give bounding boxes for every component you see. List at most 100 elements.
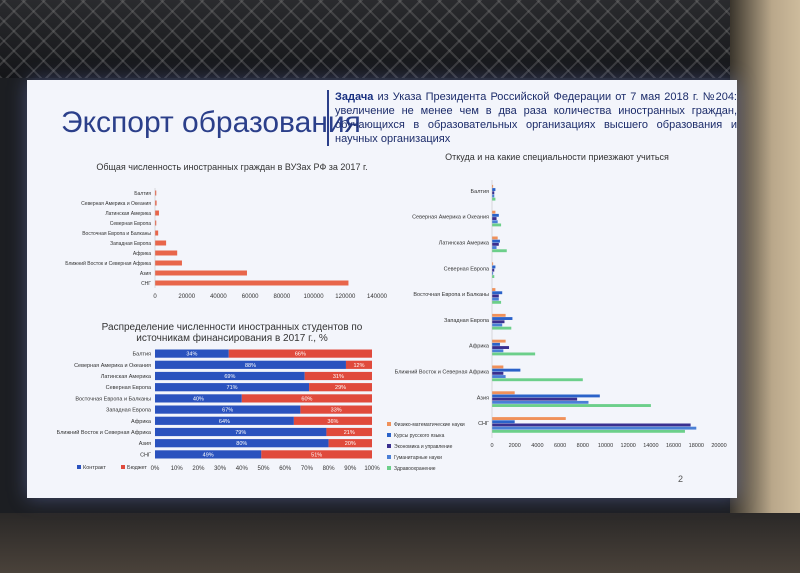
bar (492, 352, 536, 356)
stacked-bar-segment (300, 405, 372, 414)
x-tick-label: 16000 (666, 443, 681, 449)
data-label: 64% (219, 419, 230, 425)
bar (155, 260, 182, 266)
x-tick-label: 0% (151, 466, 160, 472)
category-label: СНГ (141, 281, 151, 287)
category-label: Западная Европа (106, 408, 152, 414)
bar (492, 394, 600, 398)
x-tick-label: 20000 (711, 443, 726, 449)
category-label: Северная Европа (110, 221, 151, 227)
stage-truss (0, 0, 800, 78)
bar (492, 320, 505, 324)
category-label: Азия (139, 441, 151, 447)
bar (155, 220, 157, 226)
bar (492, 368, 521, 372)
bar (492, 242, 499, 246)
bar (492, 397, 578, 401)
x-tick-label: 30% (214, 466, 227, 472)
bar (155, 270, 247, 276)
stacked-bar-segment (155, 349, 229, 358)
x-tick-label: 0 (153, 294, 157, 300)
bar (492, 423, 691, 427)
category-label: Латинская Америка (439, 241, 490, 247)
x-tick-label: 2000 (509, 443, 521, 449)
category-label: Восточная Европа и Балканы (413, 292, 489, 298)
stacked-bar-segment (155, 360, 346, 369)
category-label: Северная Европа (444, 266, 490, 272)
legend-swatch (387, 433, 391, 437)
category-label: Ближний Восток и Северная Африка (395, 369, 490, 376)
category-label: Азия (477, 395, 489, 401)
chart-specialities: Балтия Северная Америка и Океания Латинска… (387, 180, 727, 472)
bar (492, 268, 495, 272)
x-tick-label: 70% (301, 466, 314, 472)
bar (155, 210, 159, 216)
stacked-bar-segment (293, 416, 372, 425)
bar (492, 246, 497, 249)
bar (492, 220, 498, 224)
bar (492, 191, 495, 195)
x-tick-label: 80% (323, 466, 336, 472)
data-label: 21% (344, 430, 355, 436)
x-tick-label: 80000 (274, 294, 291, 300)
legend-label: Контракт (83, 465, 106, 471)
bar (492, 326, 512, 330)
legend-label: Курсы русского языка (394, 433, 445, 439)
legend-swatch (121, 465, 125, 469)
x-tick-label: 40% (236, 466, 249, 472)
x-tick-label: 6000 (554, 443, 566, 449)
x-tick-label: 0 (490, 443, 493, 449)
data-label: 66% (295, 352, 306, 358)
stacked-bar-segment (155, 405, 301, 414)
category-label: Африка (131, 419, 152, 425)
task-label: Задача (335, 91, 374, 103)
legend-label: Экономика и управление (394, 444, 453, 450)
category-label: Северная Америка и Океания (412, 215, 489, 221)
stacked-bar-segment (155, 416, 294, 425)
x-tick-label: 18000 (689, 443, 704, 449)
stacked-bar-segment (228, 349, 372, 358)
category-label: Балтия (134, 191, 151, 197)
bar (492, 294, 499, 298)
data-label: 51% (311, 452, 322, 458)
bar (492, 429, 685, 433)
bar (155, 250, 178, 256)
x-tick-label: 140000 (367, 294, 388, 300)
data-label: 88% (245, 363, 256, 369)
bar (492, 213, 499, 217)
stacked-bar-segment (155, 427, 327, 437)
data-label: 80% (236, 441, 247, 447)
bar (492, 417, 566, 420)
x-tick-label: 10% (171, 466, 184, 472)
bar (492, 426, 697, 430)
data-label: 49% (203, 452, 214, 458)
bar (155, 230, 159, 236)
bar (492, 288, 496, 291)
x-tick-label: 14000 (643, 443, 658, 449)
category-label: Северная Америка и Океания (74, 363, 151, 369)
bar (492, 217, 497, 220)
stacked-bar-segment (345, 360, 372, 369)
x-tick-label: 4000 (531, 443, 543, 449)
bar (492, 339, 506, 343)
bar (155, 240, 167, 246)
bar (492, 400, 589, 404)
page-number: 2 (677, 474, 683, 484)
wall (730, 0, 800, 573)
bar (155, 280, 349, 286)
bar (492, 300, 502, 304)
category-label: СНГ (140, 452, 151, 458)
category-label: Латинская Америка (105, 211, 151, 217)
x-tick-label: 100000 (304, 294, 325, 300)
stacked-bar-segment (155, 383, 310, 392)
chart-funding-sources: Балтия 34% 66% Северная Америка и Океания 88… (57, 349, 380, 472)
category-label: Ближний Восток и Северная Африка (57, 429, 152, 436)
bar (492, 342, 500, 346)
x-tick-label: 10000 (598, 443, 613, 449)
bar (492, 404, 651, 407)
legend-swatch (387, 455, 391, 459)
data-label: 36% (327, 419, 338, 425)
slide-title: Экспорт образования (61, 106, 361, 139)
category-label: Северная Америка и Океания (81, 201, 151, 207)
bar (155, 200, 157, 206)
